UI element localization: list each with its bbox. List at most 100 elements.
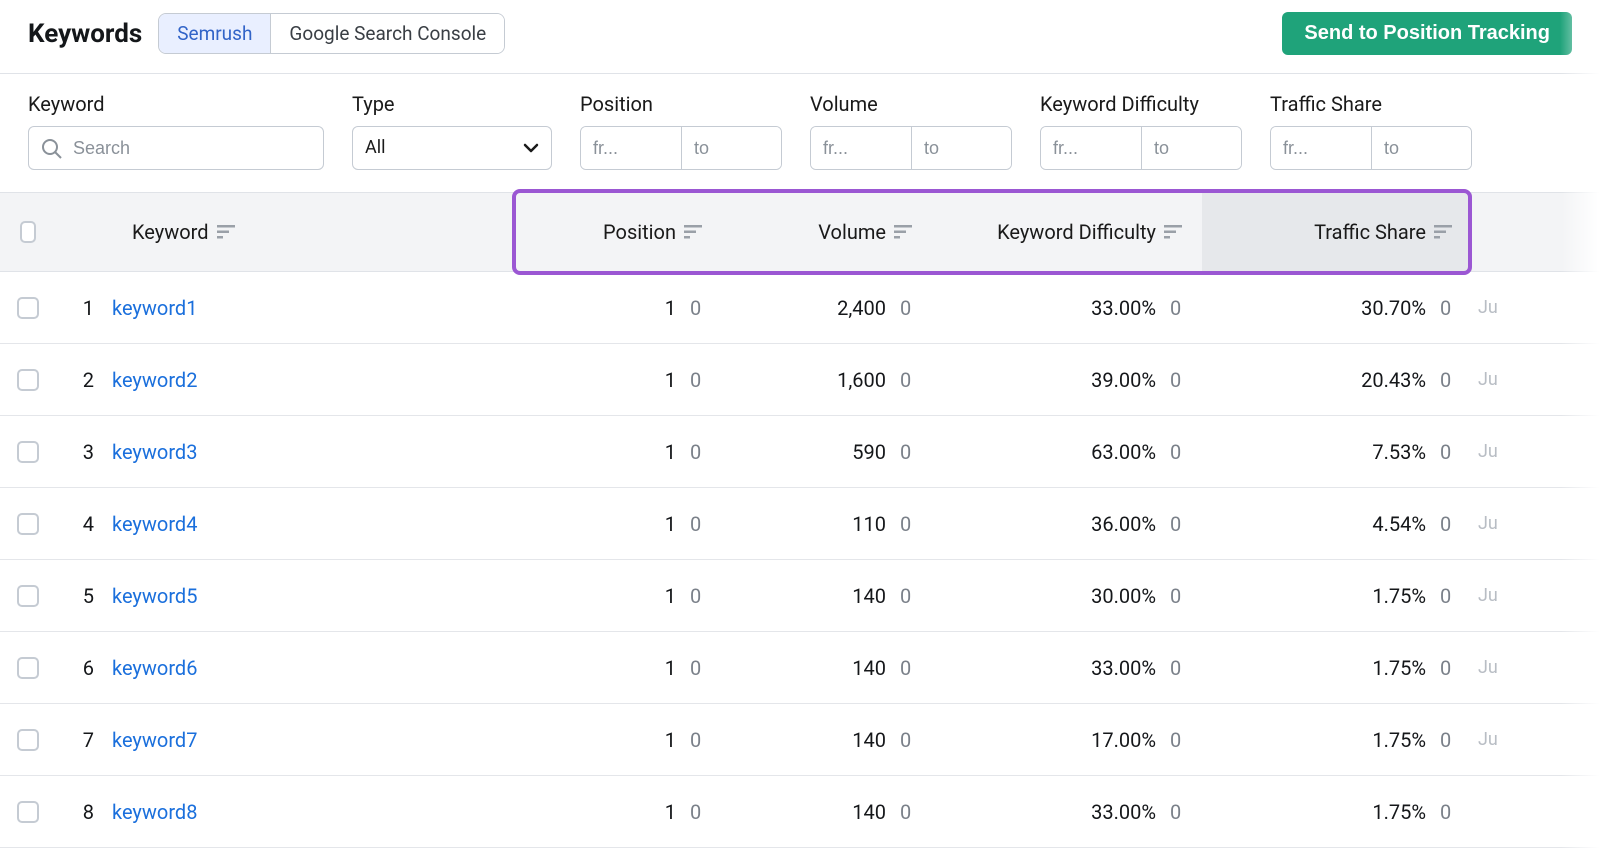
traffic-from-input[interactable] <box>1271 127 1371 169</box>
filter-position: Position <box>580 92 782 170</box>
row-keyword: keyword4 <box>112 512 512 536</box>
row-checkbox[interactable] <box>17 585 39 607</box>
col-volume-label: Volume <box>818 220 886 244</box>
filter-kd: Keyword Difficulty <box>1040 92 1242 170</box>
keyword-link[interactable]: keyword7 <box>112 728 197 752</box>
row-index: 3 <box>56 440 112 464</box>
row-traffic: 1.75%0 <box>1202 800 1472 824</box>
row-index: 5 <box>56 584 112 608</box>
row-checkbox[interactable] <box>17 729 39 751</box>
row-checkbox[interactable] <box>17 297 39 319</box>
row-kd: 17.00%0 <box>932 728 1202 752</box>
kd-from-input[interactable] <box>1041 127 1141 169</box>
row-keyword: keyword3 <box>112 440 512 464</box>
table-row: 6 keyword6 10 1400 33.00%0 1.75%0 Ju <box>0 632 1600 704</box>
row-kd: 33.00%0 <box>932 656 1202 680</box>
row-volume: 1400 <box>722 800 932 824</box>
row-index: 7 <box>56 728 112 752</box>
row-kd: 30.00%0 <box>932 584 1202 608</box>
keyword-link[interactable]: keyword1 <box>112 296 197 320</box>
table-header: Keyword Position Volume Keyword Difficul… <box>0 192 1600 272</box>
row-position: 10 <box>512 584 722 608</box>
keyword-link[interactable]: keyword8 <box>112 800 197 824</box>
row-checkbox[interactable] <box>17 441 39 463</box>
col-traffic-label: Traffic Share <box>1314 220 1426 244</box>
filter-traffic-label: Traffic Share <box>1270 92 1472 116</box>
table-row: 4 keyword4 10 1100 36.00%0 4.54%0 Ju <box>0 488 1600 560</box>
tab-semrush[interactable]: Semrush <box>159 14 270 53</box>
sort-icon <box>1434 225 1452 239</box>
volume-from-input[interactable] <box>811 127 911 169</box>
position-to-input[interactable] <box>681 127 781 169</box>
col-keyword-label: Keyword <box>132 220 209 244</box>
tab-gsc[interactable]: Google Search Console <box>270 14 504 53</box>
row-keyword: keyword5 <box>112 584 512 608</box>
keyword-link[interactable]: keyword4 <box>112 512 197 536</box>
filter-volume-label: Volume <box>810 92 1012 116</box>
source-tabs: Semrush Google Search Console <box>158 13 505 54</box>
keyword-link[interactable]: keyword2 <box>112 368 197 392</box>
row-position: 10 <box>512 296 722 320</box>
row-checkbox[interactable] <box>17 513 39 535</box>
row-index: 1 <box>56 296 112 320</box>
search-input[interactable] <box>28 126 324 170</box>
col-position-label: Position <box>603 220 676 244</box>
table-row: 5 keyword5 10 1400 30.00%0 1.75%0 Ju <box>0 560 1600 632</box>
row-position: 10 <box>512 512 722 536</box>
row-keyword: keyword8 <box>112 800 512 824</box>
sort-icon <box>894 225 912 239</box>
search-icon <box>40 137 62 159</box>
row-position: 10 <box>512 440 722 464</box>
row-traffic: 20.43%0 <box>1202 368 1472 392</box>
traffic-to-input[interactable] <box>1371 127 1471 169</box>
col-kd[interactable]: Keyword Difficulty <box>932 193 1202 271</box>
row-index: 4 <box>56 512 112 536</box>
keyword-link[interactable]: keyword6 <box>112 656 197 680</box>
filter-volume: Volume <box>810 92 1012 170</box>
col-keyword[interactable]: Keyword <box>112 193 512 271</box>
row-volume: 5900 <box>722 440 932 464</box>
row-volume: 2,4000 <box>722 296 932 320</box>
row-checkbox[interactable] <box>17 801 39 823</box>
keyword-link[interactable]: keyword3 <box>112 440 197 464</box>
table-row: 3 keyword3 10 5900 63.00%0 7.53%0 Ju <box>0 416 1600 488</box>
filter-position-label: Position <box>580 92 782 116</box>
filter-type-label: Type <box>352 92 552 116</box>
row-keyword: keyword6 <box>112 656 512 680</box>
row-trail: Ju <box>1472 513 1600 534</box>
row-trail: Ju <box>1472 297 1600 318</box>
keyword-link[interactable]: keyword5 <box>112 584 197 608</box>
row-trail: Ju <box>1472 441 1600 462</box>
filter-traffic: Traffic Share <box>1270 92 1472 170</box>
send-to-position-tracking-button[interactable]: Send to Position Tracking <box>1282 12 1572 55</box>
position-from-input[interactable] <box>581 127 681 169</box>
sort-icon <box>1164 225 1182 239</box>
row-kd: 36.00%0 <box>932 512 1202 536</box>
type-select[interactable]: All <box>352 126 552 170</box>
col-traffic[interactable]: Traffic Share <box>1202 193 1472 271</box>
col-position[interactable]: Position <box>512 193 722 271</box>
volume-to-input[interactable] <box>911 127 1011 169</box>
row-volume: 1400 <box>722 728 932 752</box>
row-position: 10 <box>512 656 722 680</box>
row-traffic: 1.75%0 <box>1202 584 1472 608</box>
row-checkbox[interactable] <box>17 369 39 391</box>
row-index: 2 <box>56 368 112 392</box>
select-all-checkbox[interactable] <box>20 221 36 243</box>
col-checkbox <box>0 193 56 271</box>
kd-to-input[interactable] <box>1141 127 1241 169</box>
col-index <box>56 193 112 271</box>
row-trail: Ju <box>1472 369 1600 390</box>
row-position: 10 <box>512 728 722 752</box>
filter-keyword: Keyword <box>28 92 324 170</box>
row-position: 10 <box>512 800 722 824</box>
table-row: 1 keyword1 10 2,4000 33.00%0 30.70%0 Ju <box>0 272 1600 344</box>
row-kd: 33.00%0 <box>932 296 1202 320</box>
row-trail: Ju <box>1472 729 1600 750</box>
row-checkbox[interactable] <box>17 657 39 679</box>
row-volume: 1400 <box>722 584 932 608</box>
col-trail <box>1472 193 1600 271</box>
row-kd: 63.00%0 <box>932 440 1202 464</box>
col-volume[interactable]: Volume <box>722 193 932 271</box>
sort-icon <box>217 225 235 239</box>
